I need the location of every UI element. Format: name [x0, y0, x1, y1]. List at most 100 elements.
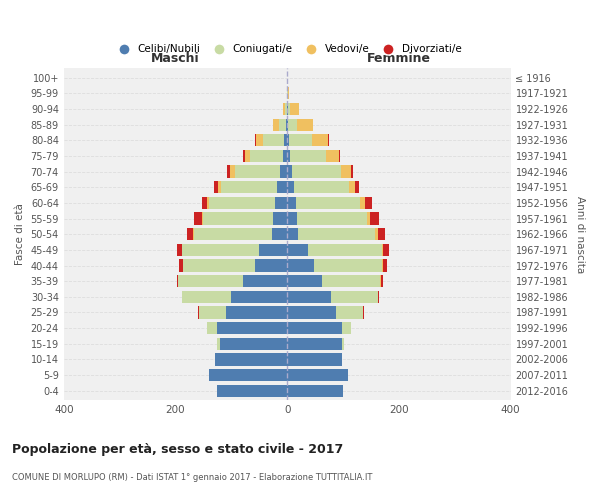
Bar — [286, 118, 287, 130]
Bar — [287, 369, 347, 381]
Bar — [378, 290, 379, 303]
Text: Femmine: Femmine — [367, 52, 431, 65]
Bar — [377, 228, 385, 240]
Bar — [208, 197, 209, 209]
Bar — [288, 87, 289, 100]
Bar — [382, 244, 383, 256]
Bar — [193, 228, 194, 240]
Bar — [289, 118, 297, 130]
Bar — [296, 197, 361, 209]
Bar — [178, 275, 242, 287]
Bar — [294, 181, 349, 194]
Bar — [328, 134, 329, 146]
Bar — [341, 166, 351, 177]
Bar — [283, 103, 285, 115]
Bar — [338, 150, 340, 162]
Bar — [194, 212, 202, 224]
Bar — [349, 181, 355, 194]
Bar — [184, 260, 255, 272]
Bar — [287, 197, 296, 209]
Bar — [381, 275, 383, 287]
Bar — [273, 118, 279, 130]
Bar — [202, 197, 208, 209]
Bar — [217, 384, 287, 397]
Bar — [351, 166, 353, 177]
Bar — [355, 181, 359, 194]
Bar — [383, 244, 389, 256]
Bar — [285, 103, 287, 115]
Bar — [287, 244, 308, 256]
Bar — [209, 197, 275, 209]
Text: Popolazione per età, sesso e stato civile - 2017: Popolazione per età, sesso e stato civil… — [12, 442, 343, 456]
Bar — [263, 134, 284, 146]
Bar — [342, 338, 344, 350]
Bar — [297, 118, 313, 130]
Bar — [298, 228, 376, 240]
Bar — [287, 228, 298, 240]
Bar — [220, 338, 287, 350]
Bar — [331, 290, 378, 303]
Bar — [283, 150, 287, 162]
Bar — [288, 103, 290, 115]
Bar — [290, 150, 326, 162]
Bar — [256, 134, 263, 146]
Bar — [287, 166, 292, 177]
Bar — [287, 354, 342, 366]
Bar — [287, 181, 294, 194]
Y-axis label: Fasce di età: Fasce di età — [15, 204, 25, 265]
Y-axis label: Anni di nascita: Anni di nascita — [575, 196, 585, 273]
Bar — [214, 181, 218, 194]
Bar — [259, 244, 287, 256]
Text: Maschi: Maschi — [151, 52, 200, 65]
Bar — [279, 118, 286, 130]
Bar — [287, 118, 289, 130]
Bar — [182, 290, 232, 303]
Bar — [284, 134, 287, 146]
Bar — [322, 275, 380, 287]
Bar — [187, 228, 193, 240]
Bar — [209, 369, 287, 381]
Bar — [176, 275, 178, 287]
Bar — [361, 197, 365, 209]
Bar — [290, 103, 299, 115]
Bar — [277, 181, 287, 194]
Bar — [326, 150, 338, 162]
Bar — [179, 260, 183, 272]
Bar — [230, 166, 235, 177]
Bar — [242, 275, 287, 287]
Bar — [275, 197, 287, 209]
Bar — [202, 212, 203, 224]
Bar — [217, 322, 287, 334]
Bar — [314, 260, 382, 272]
Bar — [199, 306, 226, 318]
Bar — [367, 212, 370, 224]
Bar — [287, 150, 290, 162]
Bar — [215, 354, 287, 366]
Bar — [226, 306, 287, 318]
Bar — [287, 260, 314, 272]
Bar — [280, 166, 287, 177]
Bar — [287, 306, 337, 318]
Bar — [383, 260, 387, 272]
Bar — [297, 212, 367, 224]
Bar — [313, 134, 328, 146]
Bar — [287, 290, 331, 303]
Bar — [255, 260, 287, 272]
Bar — [365, 197, 371, 209]
Bar — [245, 150, 250, 162]
Bar — [203, 212, 273, 224]
Bar — [337, 306, 363, 318]
Bar — [292, 166, 341, 177]
Bar — [243, 150, 245, 162]
Bar — [218, 181, 221, 194]
Text: COMUNE DI MORLUPO (RM) - Dati ISTAT 1° gennaio 2017 - Elaborazione TUTTITALIA.IT: COMUNE DI MORLUPO (RM) - Dati ISTAT 1° g… — [12, 472, 373, 482]
Bar — [182, 244, 259, 256]
Bar — [273, 212, 287, 224]
Bar — [272, 228, 287, 240]
Bar — [287, 384, 343, 397]
Bar — [194, 228, 272, 240]
Bar — [287, 275, 322, 287]
Bar — [376, 228, 377, 240]
Legend: Celibi/Nubili, Coniugati/e, Vedovi/e, Divorziati/e: Celibi/Nubili, Coniugati/e, Vedovi/e, Di… — [109, 40, 466, 58]
Bar — [217, 338, 220, 350]
